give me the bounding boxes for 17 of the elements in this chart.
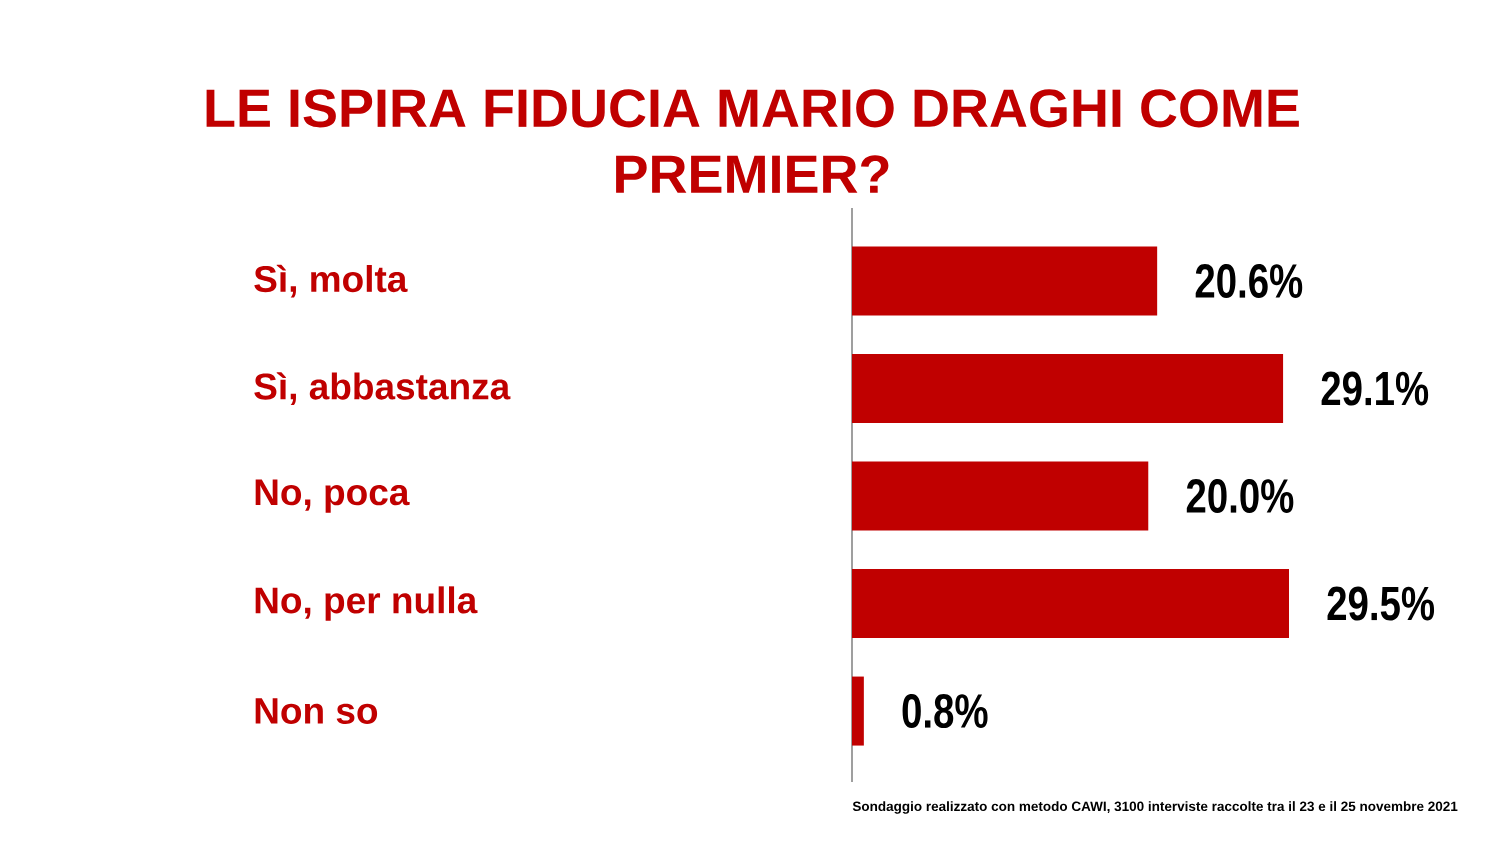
bar — [852, 676, 864, 746]
y-tick-label: Non so — [255, 698, 378, 724]
data-label: 29.1% — [1321, 371, 1429, 406]
chart-title: LE ISPIRA FIDUCIA MARIO DRAGHI COME PREMIER? — [206, 89, 1299, 193]
data-label: 20.0% — [1186, 479, 1294, 514]
data-label: 20.6% — [1195, 264, 1303, 299]
y-tick-label: No, poca — [255, 479, 410, 513]
y-tick-label: No, per nulla — [255, 586, 478, 621]
y-tick-label: Sì, abbastanza — [254, 372, 511, 406]
y-tick-label: Sì, molta — [254, 264, 408, 298]
data-label: 0.8% — [902, 694, 988, 729]
text: Sondaggio realizzato con metodo CAWI, 3100 interviste raccolte tra il 23 e il 25 novembre 2021 — [852, 801, 1458, 814]
bar — [852, 246, 1158, 316]
data-label: 29.5% — [1327, 586, 1435, 621]
bar — [852, 461, 1149, 531]
bar — [852, 354, 1284, 424]
bar — [852, 569, 1289, 639]
